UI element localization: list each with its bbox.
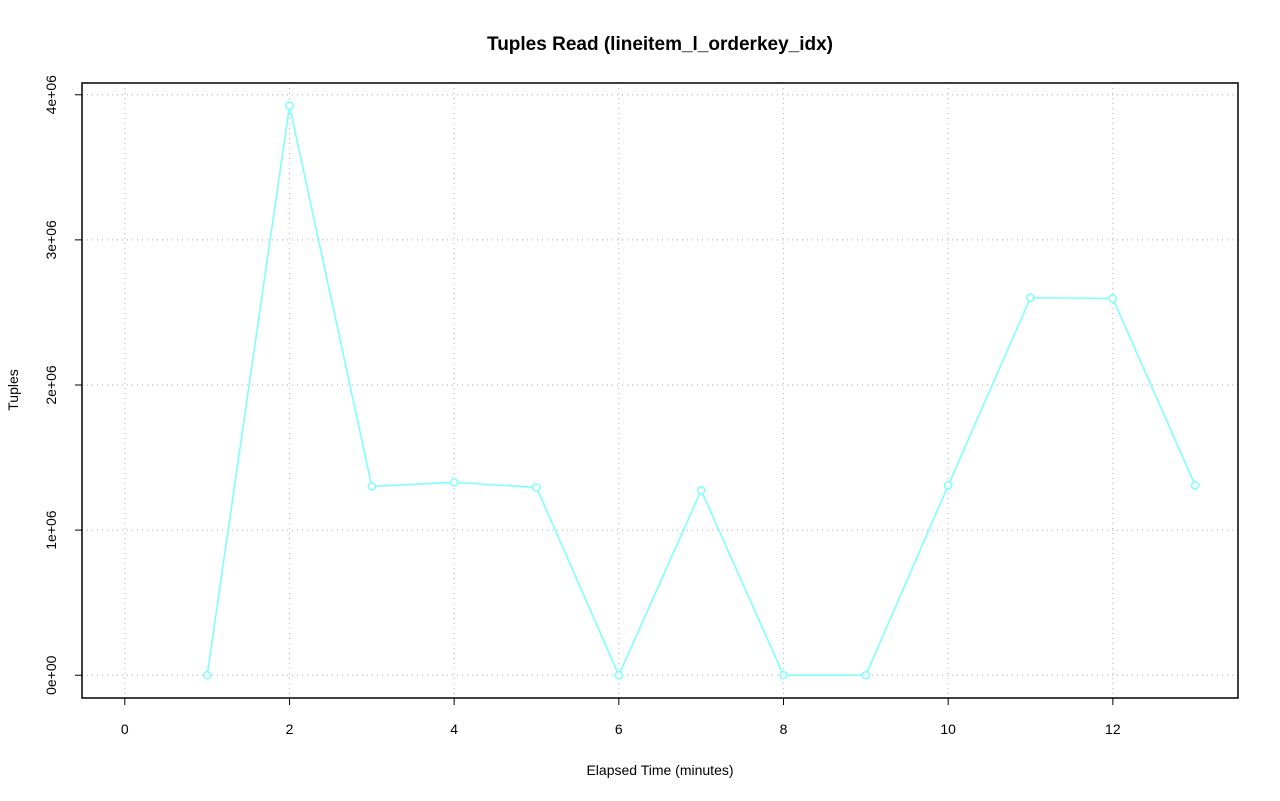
data-point (202, 670, 212, 680)
data-point (285, 101, 294, 111)
data-point (1108, 294, 1118, 303)
data-point (779, 670, 788, 680)
y-tick-label: 2e+06 (43, 365, 59, 405)
data-point (367, 482, 377, 491)
chart-title: Tuples Read (lineitem_l_orderkey_idx) (487, 34, 833, 55)
x-tick-label: 12 (1105, 721, 1121, 737)
data-point (1190, 481, 1200, 490)
y-axis-label: Tuples (5, 369, 21, 411)
data-point (861, 670, 871, 680)
data-point (532, 483, 541, 492)
x-tick-label: 0 (121, 721, 129, 737)
x-tick-label: 8 (780, 721, 788, 737)
grid (82, 83, 1238, 698)
x-tick-label: 2 (286, 721, 294, 737)
x-axis-label: Elapsed Time (minutes) (586, 762, 733, 778)
x-tick-label: 6 (615, 721, 623, 737)
y-tick-label: 3e+06 (43, 220, 59, 260)
y-tick-label: 0e+00 (43, 655, 59, 695)
x-tick-label: 10 (940, 721, 956, 737)
data-point (449, 478, 459, 487)
y-tick-label: 4e+06 (43, 75, 59, 115)
y-tick-label: 1e+06 (43, 510, 59, 550)
x-tick-label: 4 (450, 721, 458, 737)
plot (202, 101, 1200, 680)
plot-frame (81, 82, 1239, 699)
data-point (614, 670, 624, 680)
data-point (1026, 293, 1035, 302)
data-point (696, 485, 706, 495)
series-line (206, 105, 1196, 678)
data-point (943, 481, 953, 490)
